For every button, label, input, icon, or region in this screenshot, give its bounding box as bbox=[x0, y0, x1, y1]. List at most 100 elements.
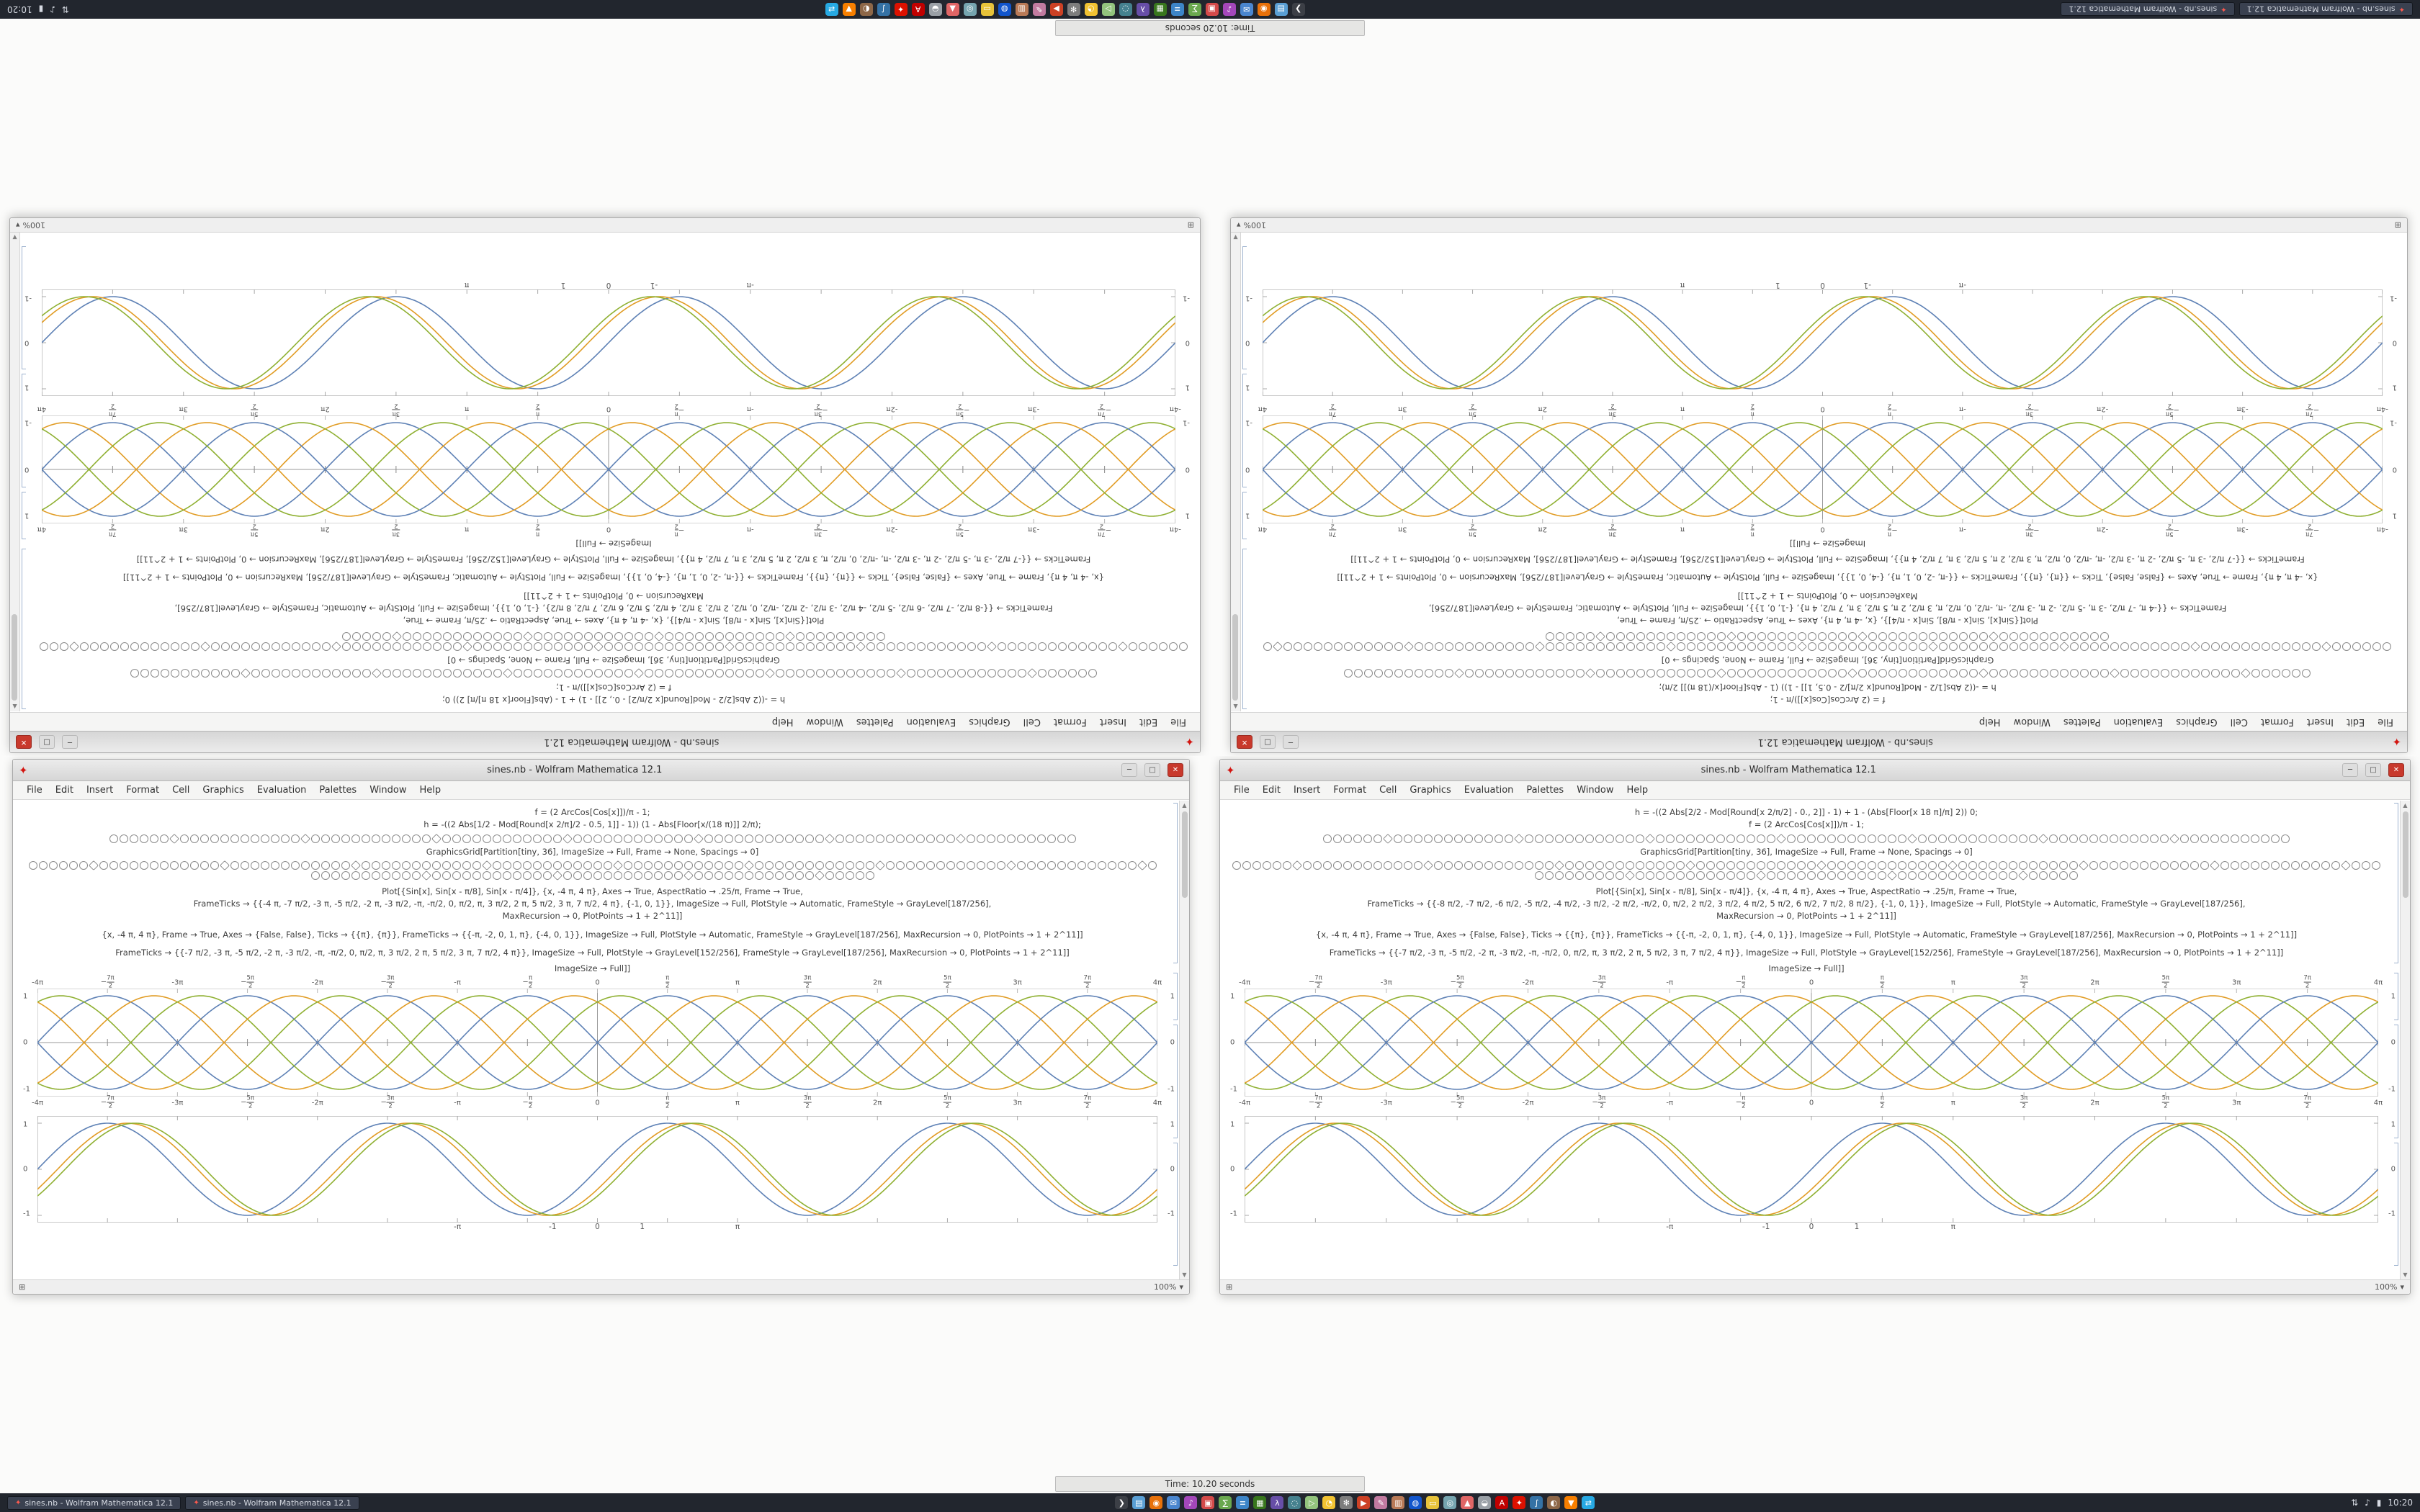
plot-thumbnail[interactable] bbox=[312, 669, 321, 678]
plot-thumbnail[interactable] bbox=[2080, 669, 2089, 678]
plot-thumbnail[interactable] bbox=[1767, 632, 1777, 642]
scrollbar-thumb[interactable] bbox=[1232, 614, 1239, 701]
plot-thumbnail[interactable] bbox=[957, 669, 966, 678]
plot-thumbnail[interactable] bbox=[514, 632, 522, 642]
plot-thumbnail[interactable] bbox=[614, 669, 623, 678]
plot-thumbnail[interactable] bbox=[705, 642, 714, 652]
plot-thumbnail[interactable] bbox=[806, 632, 815, 642]
plot-thumbnail[interactable] bbox=[1757, 632, 1767, 642]
plot-thumbnail[interactable] bbox=[836, 642, 845, 652]
code-line[interactable]: {x, -4 π, 4 π}, Frame → True, Axes → {Fa… bbox=[1315, 929, 2298, 940]
plot-thumbnail[interactable] bbox=[1008, 669, 1016, 678]
plot-thumbnail[interactable] bbox=[1939, 642, 1948, 652]
battery-icon[interactable]: ▮ bbox=[2376, 1498, 2382, 1508]
menu-graphics[interactable]: Graphics bbox=[202, 785, 244, 796]
plot-thumbnail[interactable] bbox=[1878, 642, 1888, 652]
plot-thumbnail[interactable] bbox=[211, 669, 220, 678]
scrollbar-thumb[interactable] bbox=[2402, 811, 2408, 898]
plot-thumbnail[interactable] bbox=[463, 632, 472, 642]
close-button[interactable]: ✕ bbox=[1237, 735, 1252, 749]
plot-thumbnail[interactable] bbox=[391, 631, 403, 642]
plot-thumbnail[interactable] bbox=[1303, 860, 1312, 870]
plot-thumbnail[interactable] bbox=[856, 632, 865, 642]
plot-thumbnail[interactable] bbox=[1038, 642, 1047, 652]
plot-thumbnail[interactable] bbox=[1595, 870, 1604, 880]
menu-window[interactable]: Window bbox=[806, 716, 843, 727]
plot-thumbnail[interactable] bbox=[130, 642, 139, 652]
window-grip-icon[interactable]: ⊞ bbox=[1187, 220, 1194, 230]
plot-thumbnail[interactable] bbox=[1363, 860, 1372, 870]
plot-thumbnail[interactable] bbox=[1999, 632, 2009, 642]
plot-thumbnail[interactable] bbox=[80, 642, 89, 652]
plot-thumbnail[interactable] bbox=[221, 669, 230, 678]
code-line[interactable]: MaxRecursion → 0, PlotPoints → 1 + 2^11]… bbox=[524, 590, 704, 601]
plot-thumbnail[interactable] bbox=[1038, 669, 1047, 678]
plot-thumbnail[interactable] bbox=[1788, 669, 1797, 678]
plot-thumbnail[interactable] bbox=[1474, 860, 1483, 870]
plot-thumbnail[interactable] bbox=[1435, 642, 1444, 652]
plot-thumbnail[interactable] bbox=[1169, 642, 1178, 652]
plot-thumbnail[interactable] bbox=[1263, 860, 1271, 870]
plot-thumbnail[interactable] bbox=[1565, 870, 1574, 880]
plot-thumbnail[interactable] bbox=[936, 860, 945, 870]
plot-thumbnail[interactable] bbox=[2100, 669, 2110, 678]
plot-thumbnail[interactable] bbox=[2200, 860, 2209, 870]
plot-thumbnail[interactable] bbox=[342, 642, 351, 652]
plot-thumbnail[interactable] bbox=[1847, 870, 1856, 880]
plot-thumbnail[interactable] bbox=[544, 669, 552, 678]
plot-thumbnail[interactable] bbox=[28, 860, 37, 870]
plot-thumbnail[interactable] bbox=[119, 860, 128, 870]
plot-thumbnail[interactable] bbox=[1016, 860, 1026, 870]
menu-help[interactable]: Help bbox=[1978, 716, 2001, 727]
plot-thumbnail[interactable] bbox=[1605, 834, 1614, 843]
plot-thumbnail[interactable] bbox=[1726, 860, 1735, 870]
plot-thumbnail[interactable] bbox=[2059, 642, 2070, 652]
plot-thumbnail[interactable] bbox=[1899, 642, 1908, 652]
plot-thumbnail[interactable] bbox=[1555, 870, 1564, 880]
plot-thumbnail[interactable] bbox=[2282, 642, 2291, 652]
plot-thumbnail[interactable] bbox=[685, 632, 694, 642]
plot-thumbnail[interactable] bbox=[655, 642, 663, 652]
plot-thumbnail[interactable] bbox=[2100, 632, 2110, 642]
plot-thumbnail[interactable] bbox=[352, 632, 361, 642]
plot-thumbnail[interactable] bbox=[947, 642, 956, 652]
media-icon[interactable]: ▼ bbox=[842, 3, 856, 16]
plot-thumbnail[interactable] bbox=[2281, 834, 2290, 843]
plot-thumbnail[interactable] bbox=[1707, 642, 1716, 652]
plot-thumbnail[interactable] bbox=[633, 860, 642, 870]
plot-thumbnail[interactable] bbox=[2220, 860, 2229, 870]
menu-file[interactable]: File bbox=[2378, 716, 2393, 727]
plot-thumbnail[interactable] bbox=[1949, 669, 1958, 678]
plot-thumbnail[interactable] bbox=[1425, 642, 1434, 652]
plot-thumbnail[interactable] bbox=[835, 834, 844, 843]
plot-thumbnail[interactable] bbox=[393, 669, 401, 678]
plot-thumbnail[interactable] bbox=[1535, 642, 1546, 652]
web-icon[interactable]: ◍ bbox=[1409, 1496, 1422, 1509]
plot-thumbnail[interactable] bbox=[623, 860, 632, 870]
plot-thumbnail[interactable] bbox=[88, 860, 99, 870]
plot-thumbnail[interactable] bbox=[1898, 860, 1906, 870]
plot-thumbnail[interactable] bbox=[2038, 833, 2049, 844]
plot-thumbnail[interactable] bbox=[1373, 860, 1382, 870]
spreadsheet-icon[interactable]: ▦ bbox=[1253, 1496, 1267, 1509]
plot-thumbnail[interactable] bbox=[1444, 860, 1453, 870]
plot-thumbnail[interactable] bbox=[573, 834, 582, 843]
plot-thumbnail[interactable] bbox=[744, 834, 753, 843]
plot-thumbnail[interactable] bbox=[1676, 834, 1685, 843]
plot-thumbnail[interactable] bbox=[251, 669, 260, 678]
plot-thumbnail[interactable] bbox=[574, 632, 583, 642]
plot-thumbnail[interactable] bbox=[2272, 642, 2281, 652]
plot-thumbnail[interactable] bbox=[2009, 632, 2019, 642]
plot-thumbnail[interactable] bbox=[240, 834, 249, 843]
menu-format[interactable]: Format bbox=[1333, 785, 1367, 796]
plot-thumbnail[interactable] bbox=[704, 834, 713, 843]
plot-thumbnail[interactable] bbox=[1827, 860, 1836, 870]
plot-thumbnail[interactable] bbox=[2020, 632, 2029, 642]
plot-thumbnail[interactable] bbox=[1434, 860, 1443, 870]
plot-thumbnail[interactable] bbox=[816, 642, 825, 652]
plot-thumbnail[interactable] bbox=[60, 642, 68, 652]
plot-thumbnail[interactable] bbox=[260, 860, 269, 870]
plot-thumbnail[interactable] bbox=[310, 834, 320, 843]
plot-thumbnail[interactable] bbox=[1505, 669, 1515, 678]
plot-thumbnail[interactable] bbox=[1646, 860, 1654, 870]
